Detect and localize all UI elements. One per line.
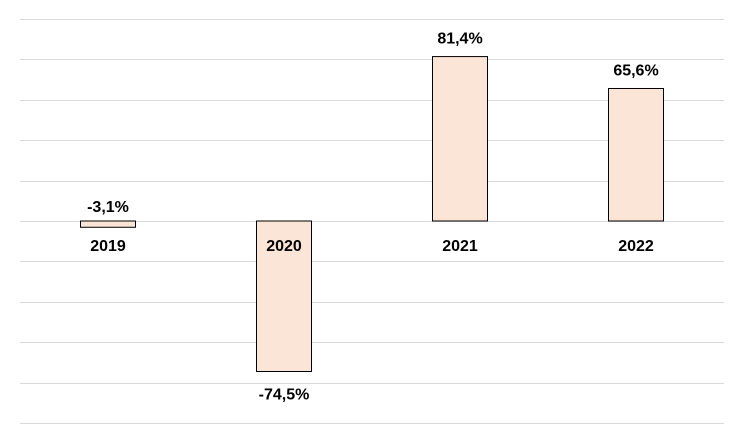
gridlines: [20, 19, 724, 424]
bar-2020: [256, 220, 312, 372]
bar-2019: [80, 220, 136, 228]
category-label-2020: 2020: [266, 238, 302, 255]
value-label-2021: 81,4%: [437, 31, 482, 48]
category-label-2019: 2019: [90, 238, 126, 255]
value-label-2019: -3,1%: [87, 199, 129, 216]
category-labels: 2019 2020 2021 2022: [90, 238, 654, 255]
value-labels: -3,1% -74,5% 81,4% 65,6%: [87, 31, 659, 404]
category-label-2021: 2021: [442, 238, 478, 255]
bars: [80, 56, 664, 372]
bar-2021: [432, 56, 488, 222]
value-label-2020: -74,5%: [259, 386, 310, 403]
value-label-2022: 65,6%: [613, 62, 658, 79]
bar-2022: [608, 87, 664, 222]
category-label-2022: 2022: [618, 238, 654, 255]
